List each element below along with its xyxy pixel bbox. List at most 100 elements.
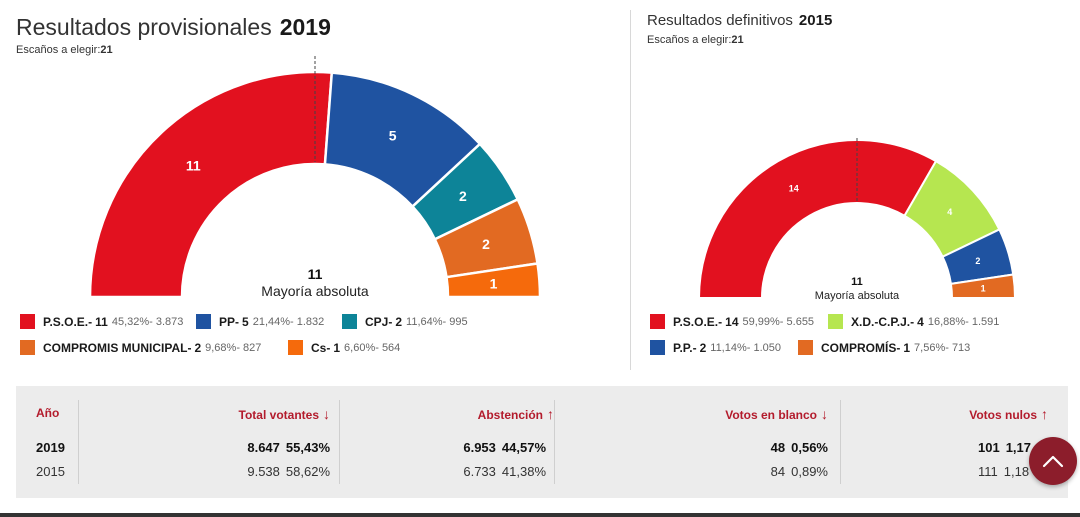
legend-seats: 2 [395, 314, 403, 329]
legend-party: COMPROMIS MUNICIPAL- [43, 340, 192, 355]
legend-swatch [20, 314, 35, 329]
seats-to-elect-2015: Escaños a elegir:21 [647, 34, 744, 46]
seat-segment-4 [445, 262, 542, 299]
seats-to-elect-2019: Escaños a elegir:21 [16, 44, 113, 56]
legend-item-xdcpj: X.D.-C.P.J.- 4 16,88%- 1.591 [828, 314, 999, 329]
seat-count-label: 4 [947, 207, 952, 217]
legend-item-psoe: P.S.O.E.- 11 45,32%- 3.873 [20, 314, 183, 329]
sort-arrow-icon: ↑ [547, 406, 554, 422]
seat-count-label: 2 [975, 256, 980, 266]
seat-segment-0 [88, 70, 334, 299]
sort-arrow-icon: ↓ [323, 406, 330, 422]
legend-detail: 11,64%- 995 [406, 315, 468, 328]
cell-count: 8.647 [247, 440, 280, 455]
cell-count: 101 [978, 440, 1000, 455]
col-header-null[interactable]: Votos nulos ↑ [969, 406, 1048, 422]
cell-pct: 41,38% [501, 464, 546, 479]
legend-swatch [828, 314, 843, 329]
majority-value: 11 [308, 266, 323, 282]
row-voters: 9.538 58,62% [247, 464, 330, 479]
legend-detail: 59,99%- 5.655 [742, 315, 815, 328]
seat-segment-3 [949, 273, 1017, 299]
col-header-label: Abstención [477, 408, 543, 422]
chart-title-2015: Resultados definitivos 2015 [647, 12, 832, 29]
seats-total: 21 [100, 44, 113, 56]
legend-item-compromis: COMPROMIS MUNICIPAL- 2 9,68%- 827 [20, 340, 261, 355]
col-header-label: Votos en blanco [725, 408, 817, 422]
cell-count: 6.733 [463, 464, 496, 479]
cell-pct: 1,17 [1005, 440, 1032, 455]
legend-swatch [798, 340, 813, 355]
legend-detail: 21,44%- 1.832 [252, 315, 325, 328]
legend-seats: 1 [903, 340, 911, 355]
legend-seats: 2 [699, 340, 707, 355]
legend-seats: 14 [725, 314, 739, 329]
cell-pct: 55,43% [285, 440, 330, 455]
legend-seats: 5 [242, 314, 249, 329]
page-bottom-border [0, 513, 1080, 517]
col-header-abstention[interactable]: Abstención ↑ [478, 406, 554, 422]
legend-party: Cs- [311, 340, 331, 355]
legend-item-cpj: CPJ- 2 11,64%- 995 [342, 314, 468, 329]
chevron-up-icon [1042, 455, 1064, 468]
legend-detail: 11,14%- 1.050 [710, 341, 782, 354]
col-header-year: Año [36, 406, 60, 420]
column-separator [554, 400, 555, 484]
seat-count-label: 1 [490, 276, 498, 292]
legend-detail: 7,56%- 713 [914, 341, 971, 354]
legend-party: P.P.- [673, 340, 697, 355]
legend-swatch [196, 314, 211, 329]
seat-count-label: 2 [482, 236, 490, 252]
row-null: 111 1,18 [978, 464, 1029, 479]
cell-pct: 1,18 [1003, 464, 1030, 479]
legend-seats: 1 [333, 340, 341, 355]
legend-item-compromis: COMPROMÍS- 1 7,56%- 713 [798, 340, 970, 355]
column-separator [78, 400, 79, 484]
seat-count-label: 5 [389, 128, 397, 144]
legend-item-psoe: P.S.O.E.- 14 59,99%- 5.655 [650, 314, 814, 329]
majority-label: Mayoría absoluta [261, 283, 369, 299]
legend-item-pp: P.P.- 2 11,14%- 1.050 [650, 340, 781, 355]
seats-total: 21 [731, 34, 744, 46]
cell-count: 111 [978, 464, 998, 479]
cell-pct: 58,62% [285, 464, 330, 479]
cell-count: 6.953 [463, 440, 496, 455]
chart-title-text: Resultados definitivos [647, 12, 793, 29]
legend-detail: 9,68%- 827 [205, 341, 262, 354]
cell-count: 48 [770, 440, 786, 455]
seats-label: Escaños a elegir: [16, 44, 101, 56]
cell-count: 84 [770, 464, 786, 479]
legend-swatch [288, 340, 303, 355]
scroll-to-top-button[interactable] [1029, 437, 1077, 485]
legend-swatch [650, 314, 665, 329]
row-voters: 8.647 55,43% [247, 440, 330, 455]
column-separator [840, 400, 841, 484]
chart-title-text: Resultados provisionales [16, 14, 272, 40]
legend-party: P.S.O.E.- [673, 314, 723, 329]
legend-party: X.D.-C.P.J.- [851, 314, 915, 329]
row-blank: 48 0,56% [771, 440, 828, 455]
col-header-voters[interactable]: Total votantes ↓ [239, 406, 330, 422]
seat-count-label: 2 [459, 188, 467, 204]
row-abstention: 6.953 44,57% [463, 440, 546, 455]
row-null: 101 1,17 [978, 440, 1031, 455]
legend-detail: 45,32%- 3.873 [111, 315, 184, 328]
majority-label: Mayoría absoluta [815, 290, 900, 302]
col-header-blank[interactable]: Votos en blanco ↓ [725, 406, 828, 422]
panel-divider [630, 10, 631, 370]
results-2015-panel: Resultados definitivos 2015 Escaños a ele… [632, 0, 1080, 380]
col-header-label: Votos nulos [969, 408, 1037, 422]
majority-value: 11 [851, 276, 863, 288]
chart-title-2019: Resultados provisionales 2019 [16, 14, 331, 41]
row-year: 2019 [36, 440, 65, 455]
seats-label: Escaños a elegir: [647, 34, 732, 46]
legend-seats: 2 [194, 340, 202, 355]
row-blank: 84 0,89% [771, 464, 828, 479]
legend-party: P.S.O.E.- [43, 314, 93, 329]
legend-item-cs: Cs- 1 6,60%- 564 [288, 340, 400, 355]
sort-arrow-icon: ↑ [1041, 406, 1048, 422]
legend-seats: 4 [917, 314, 924, 329]
legend-detail: 16,88%- 1.591 [927, 315, 1000, 328]
